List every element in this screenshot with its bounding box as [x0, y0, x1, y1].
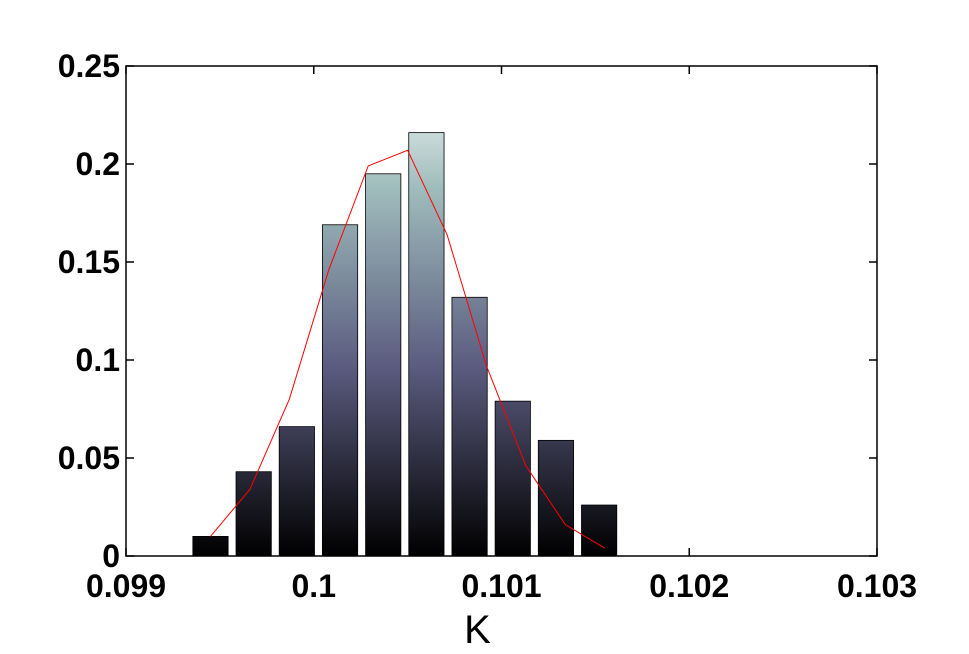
y-tick-label: 0.1	[76, 342, 120, 378]
histogram-bar	[278, 426, 315, 557]
y-tick-label: 0.2	[76, 146, 120, 182]
histogram-bar	[321, 224, 359, 557]
histogram-bar	[365, 173, 402, 557]
histogram-bars	[192, 132, 618, 557]
histogram-bar	[494, 400, 531, 557]
y-tick-label: 0.15	[58, 244, 120, 280]
x-tick-label: 0.099	[86, 568, 166, 604]
x-tick-label: 0.1	[292, 568, 336, 604]
x-tick-label: 0.103	[837, 568, 917, 604]
fit-curve-line	[210, 149, 606, 549]
axis-ticks	[125, 65, 878, 557]
x-tick-labels: 0.099 0.1 0.101 0.102 0.103	[86, 568, 917, 604]
histogram-bar	[192, 536, 229, 557]
x-axis-label: K	[464, 608, 491, 652]
y-tick-label: 0.05	[58, 440, 120, 476]
x-tick-label: 0.102	[649, 568, 729, 604]
histogram-bar	[451, 296, 488, 557]
histogram-bar	[235, 471, 272, 557]
histogram-bar	[581, 504, 618, 557]
x-tick-label: 0.101	[461, 568, 541, 604]
y-tick-label: 0.25	[58, 48, 120, 84]
y-tick-label: 0	[102, 538, 120, 574]
histogram-bar	[537, 439, 574, 557]
y-tick-labels: 0 0.05 0.1 0.15 0.2 0.25	[58, 48, 120, 574]
histogram-bar	[408, 132, 445, 557]
fit-curve-group	[210, 149, 606, 549]
